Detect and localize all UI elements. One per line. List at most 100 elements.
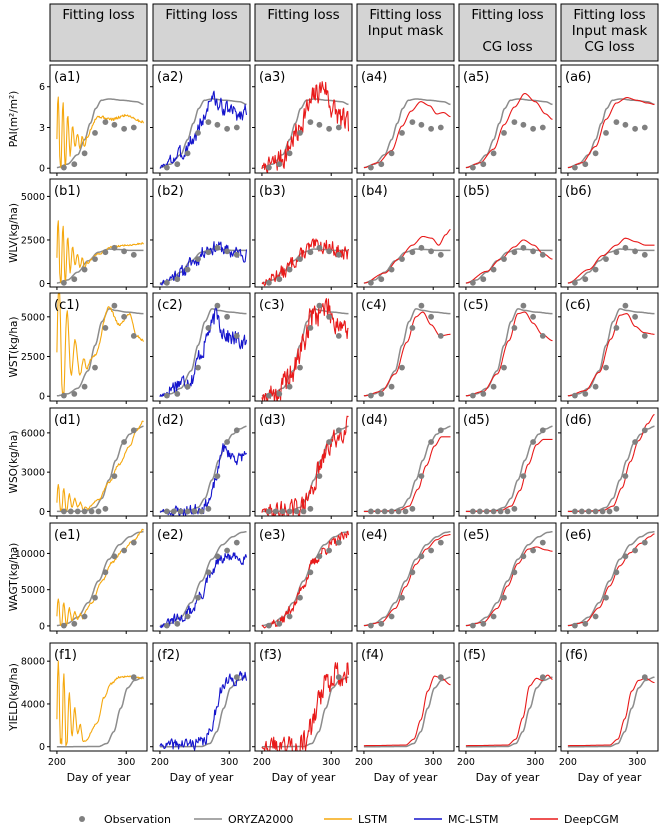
observation-point [326,439,332,445]
y-axis-label: PAI(m²/m²) [8,91,20,148]
panel-label: (e2) [157,528,183,543]
panel-c1: (c1) 0 2500 5000 [21,292,148,404]
x-tick-label: 300 [424,757,442,768]
panel-frame [356,178,455,288]
observation-point [539,539,546,546]
deepcgm-line [363,228,451,284]
observation-point [388,383,395,390]
panel-label: (c6) [565,298,591,313]
oryza2000-line [159,676,247,748]
panel-frame [356,64,455,174]
observation-point [622,244,629,251]
observation-point [326,248,332,255]
deepcgm-line [261,238,350,287]
observation-point [279,508,286,515]
panel-e1: (e1) 0 5000 10000 [15,522,148,634]
observation-point [224,439,231,445]
observation-point [326,125,332,132]
observation-point [368,392,374,399]
panel-frame [560,64,659,174]
observation-point [92,594,98,601]
oryza2000-line [363,248,451,284]
x-axis-label: Day of year [374,771,438,784]
observation-point [539,124,546,131]
oryza2000-line [465,98,553,169]
deepcgm-line [261,298,349,401]
observation-point [276,276,283,283]
observation-point [92,130,98,136]
panel-frame [458,292,557,402]
observation-point [266,622,272,629]
x-axis-label: Day of year [476,771,540,784]
observation-point [572,622,578,629]
observation-point [121,248,127,255]
observation-point [111,553,118,560]
panel-label: (a4) [361,70,387,85]
mc-lstm-line [159,671,248,751]
panel-label: (a2) [157,70,183,85]
column-header-box [560,3,659,62]
observation-point [205,325,212,331]
observation-point [613,119,620,125]
observation-point [428,439,434,445]
oryza2000-line [567,98,655,169]
deepcgm-line [363,101,451,169]
observation-point [572,164,578,171]
panel-a6: (a6) [558,64,659,176]
observation-point [71,391,78,397]
oryza2000-line [261,676,349,748]
observation-point [409,325,416,331]
observation-point [95,508,102,515]
observation-point [61,622,67,629]
observation-point [539,333,546,339]
observation-point [121,313,127,320]
observation-point [233,333,240,339]
legend-label: DeepCGM [564,813,619,826]
y-axis-label: YIELD(kg/ha) [8,663,20,732]
observation-point [368,164,374,171]
column-header-box [458,3,557,62]
observation-point [266,392,272,399]
x-axis-label: Day of year [67,771,131,784]
panel-label: (b6) [565,184,592,199]
oryza2000-line [567,530,655,627]
panel-frame [356,292,455,402]
observation-point [164,392,170,399]
observation-point [622,121,629,128]
observation-point [437,251,444,258]
observation-point [592,150,599,157]
observation-point [632,125,638,132]
panel-label: (f6) [565,648,588,663]
observation-point [316,473,323,479]
y-tick-label: 10000 [15,549,45,560]
deepcgm-line [363,534,451,627]
observation-point [599,508,606,515]
column-header-text: Fitting loss [471,7,543,23]
panel-label: (b1) [54,184,81,199]
observation-point [272,508,279,515]
panel-label: (c4) [361,298,387,313]
panel-b5: (b5) [456,178,557,290]
observation-point [121,125,127,132]
observation-point [480,391,487,397]
deepcgm-line [261,81,350,173]
panel-frame [560,178,659,288]
panel-label: (b4) [361,184,388,199]
panel-label: (c2) [157,298,183,313]
observation-point [530,313,536,320]
y-tick-label: 3000 [21,468,45,479]
observation-point [297,130,303,136]
observation-point [381,508,388,515]
panel-e6: (e6) [558,522,659,634]
observation-point [578,508,585,515]
observation-point [418,121,425,128]
y-tick-label: 6 [39,82,45,93]
observation-point [480,620,487,627]
observation-point [603,364,609,371]
observation-point [483,508,490,515]
panel-frame [458,522,557,632]
panel-frame [152,407,251,517]
x-tick-label: 200 [48,757,66,768]
observation-point [92,364,98,371]
observation-point [511,505,518,512]
